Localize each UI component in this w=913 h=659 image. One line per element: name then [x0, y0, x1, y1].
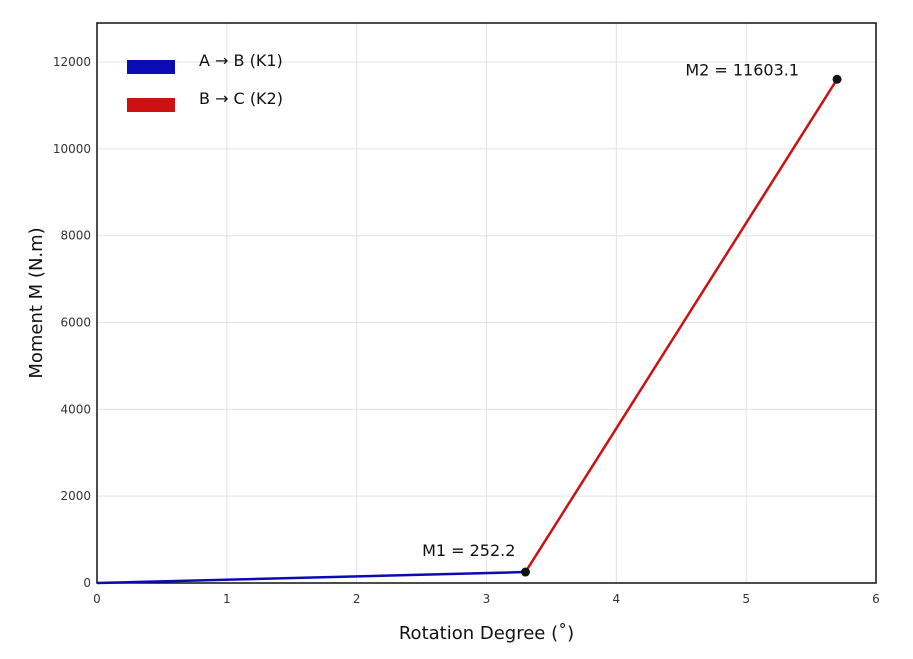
x-tick-label: 2	[353, 592, 361, 606]
legend-swatch-1	[127, 60, 175, 74]
series-lines	[96, 78, 839, 585]
legend-label-1: A → B (K1)	[199, 51, 283, 70]
plot-frame	[96, 22, 877, 584]
legend: A → B (K1) B → C (K2)	[127, 51, 283, 112]
x-tick-label: 5	[742, 592, 750, 606]
x-tick-label: 6	[872, 592, 880, 606]
y-tick-label: 8000	[60, 229, 91, 243]
point-label-2: M2 = 11603.1	[685, 60, 799, 79]
y-tick-label: 0	[83, 576, 91, 590]
y-axis-ticks: 0 2000 4000 6000 8000 10000 12000	[53, 55, 91, 590]
y-tick-label: 6000	[60, 316, 91, 330]
x-tick-label: 1	[223, 592, 231, 606]
y-tick-label: 4000	[60, 402, 91, 416]
point-label-1: M1 = 252.2	[422, 541, 515, 560]
series-line-2	[524, 78, 839, 573]
x-axis-ticks: 0 1 2 3 4 5 6	[93, 592, 880, 606]
y-tick-label: 2000	[60, 489, 91, 503]
data-point-1	[520, 567, 530, 577]
data-points: M1 = 252.2 M2 = 11603.1	[422, 60, 842, 577]
x-tick-label: 3	[483, 592, 491, 606]
y-tick-label: 12000	[53, 55, 91, 69]
x-tick-label: 0	[93, 592, 101, 606]
legend-label-2: B → C (K2)	[199, 89, 283, 108]
y-tick-label: 10000	[53, 142, 91, 156]
series-line-1	[96, 570, 526, 585]
data-point-2	[832, 74, 842, 84]
x-tick-label: 4	[613, 592, 621, 606]
x-axis-label: Rotation Degree (˚)	[399, 623, 574, 644]
legend-swatch-2	[127, 98, 175, 112]
grid-lines	[97, 23, 876, 583]
y-axis-label: Moment M (N.m)	[26, 227, 47, 378]
